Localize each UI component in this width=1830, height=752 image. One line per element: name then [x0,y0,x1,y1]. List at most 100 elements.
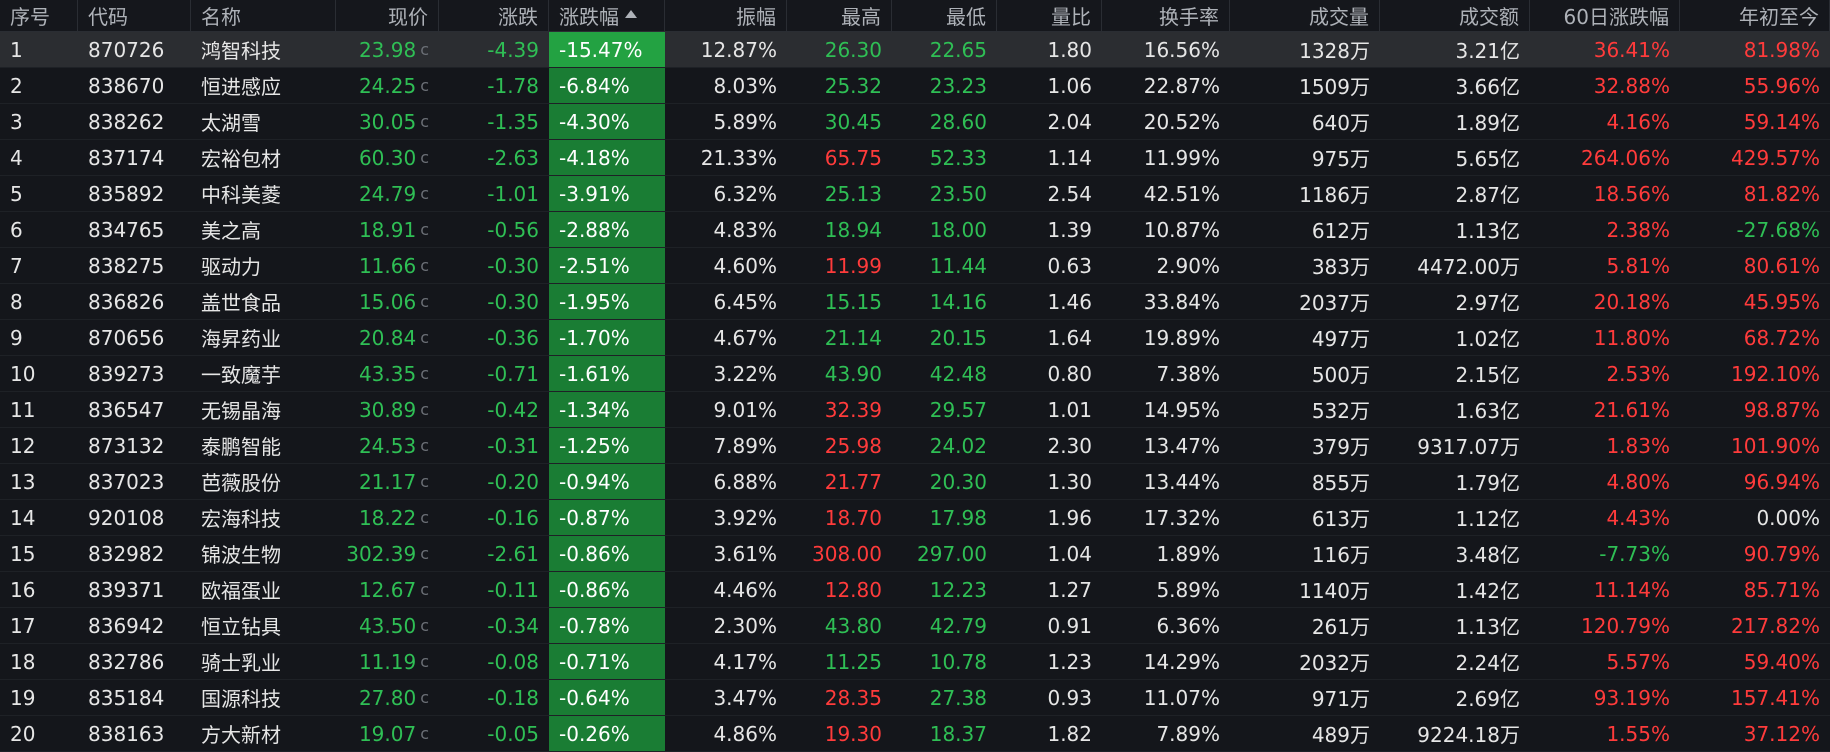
table-row[interactable]: 11 836547 无锡晶海 30.89 c -0.42 -1.34% 9.01% 32.39 2… [0,392,1830,428]
cell-idx: 15 [10,541,36,566]
cell-price: 12.67 c [336,572,439,607]
cell-vol: 500万 [1311,363,1370,387]
cell-vol: 532万 [1311,399,1370,423]
cell-high: 65.75 [824,145,882,170]
cell-price: 24.79 c [336,176,439,211]
table-row[interactable]: 17 836942 恒立钻具 43.50 c -0.34 -0.78% 2.30% 43.80 4… [0,608,1830,644]
column-header-vol[interactable]: 成交量 [1230,0,1380,31]
cell-pct: -0.86% [549,572,665,607]
cell-tr: 11.99% [1143,145,1220,170]
table-row[interactable]: 13 837023 芭薇股份 21.17 c -0.20 -0.94% 6.88% 21.77 2… [0,464,1830,500]
cell-pct: -4.18% [549,140,665,175]
table-row[interactable]: 12 873132 泰鹏智能 24.53 c -0.31 -1.25% 7.89% 25.98 2… [0,428,1830,464]
cell-price: 60.30 c [336,140,439,175]
table-row[interactable]: 14 920108 宏海科技 18.22 c -0.16 -0.87% 3.92% 18.70 1… [0,500,1830,536]
price-mark: c [420,508,429,527]
column-header-pct[interactable]: 涨跌幅 [549,0,665,31]
cell-d60: 32.88% [1593,73,1670,98]
price-mark: c [420,292,429,311]
column-header-ytd[interactable]: 年初至今 [1680,0,1830,31]
table-row[interactable]: 8 836826 盖世食品 15.06 c -0.30 -1.95% 6.45% 15.15 14… [0,284,1830,320]
cell-high: 12.80 [824,577,882,602]
column-header-low[interactable]: 最低 [892,0,997,31]
price-mark: c [420,328,429,347]
column-header-vr[interactable]: 量比 [997,0,1102,31]
cell-chg: -0.18 [487,685,539,710]
cell-high: 21.14 [824,325,882,350]
cell-chg: -1.35 [487,109,539,134]
cell-code: 837174 [88,145,165,170]
table-row[interactable]: 1 870726 鸿智科技 23.98 c -4.39 -15.47% 12.87% 26.30… [0,32,1830,68]
cell-high: 28.35 [824,685,882,710]
column-header-idx[interactable]: 序号 [0,0,78,31]
cell-tr: 2.90% [1156,253,1220,278]
cell-idx: 4 [10,145,23,170]
cell-vol: 1186万 [1299,183,1370,207]
column-header-tr[interactable]: 换手率 [1102,0,1230,31]
column-header-amp[interactable]: 振幅 [665,0,787,31]
table-row[interactable]: 4 837174 宏裕包材 60.30 c -2.63 -4.18% 21.33% 65.75 5… [0,140,1830,176]
cell-vol: 261万 [1311,615,1370,639]
cell-high: 43.80 [824,613,882,638]
price-mark: c [420,40,429,59]
cell-amp: 8.03% [713,73,777,98]
cell-chg: -2.61 [487,541,539,566]
sort-ascending-icon [625,9,637,18]
table-row[interactable]: 18 832786 骑士乳业 11.19 c -0.08 -0.71% 4.17% 11.25 1… [0,644,1830,680]
table-row[interactable]: 6 834765 美之高 18.91 c -0.56 -2.88% 4.83% 18.94 18.… [0,212,1830,248]
cell-amt: 2.87亿 [1455,183,1520,207]
table-row[interactable]: 2 838670 恒进感应 24.25 c -1.78 -6.84% 8.03% 25.32 23… [0,68,1830,104]
cell-low: 23.50 [929,181,987,206]
price-value: 302.39 [346,541,417,566]
column-header-high[interactable]: 最高 [787,0,892,31]
cell-chg: -0.20 [487,469,539,494]
cell-high: 32.39 [824,397,882,422]
cell-idx: 16 [10,577,36,602]
table-row[interactable]: 10 839273 一致魔芋 43.35 c -0.71 -1.61% 3.22% 43.90 4… [0,356,1830,392]
column-header-price[interactable]: 现价 [336,0,439,31]
table-row[interactable]: 5 835892 中科美菱 24.79 c -1.01 -3.91% 6.32% 25.13 23… [0,176,1830,212]
cell-chg: -0.05 [487,721,539,746]
table-row[interactable]: 19 835184 国源科技 27.80 c -0.18 -0.64% 3.47% 28.35 2… [0,680,1830,716]
cell-amt: 1.63亿 [1455,399,1520,423]
cell-chg: -2.63 [487,145,539,170]
price-mark: c [420,616,429,635]
cell-low: 22.65 [929,37,987,62]
cell-d60: 264.06% [1581,145,1670,170]
table-row[interactable]: 20 838163 方大新材 19.07 c -0.05 -0.26% 4.86% 19.30 1… [0,716,1830,752]
cell-pct: -0.86% [549,536,665,571]
cell-code: 873132 [88,433,165,458]
column-header-d60[interactable]: 60日涨跌幅 [1530,0,1680,31]
table-row[interactable]: 7 838275 驱动力 11.66 c -0.30 -2.51% 4.60% 11.99 11.… [0,248,1830,284]
cell-vol: 379万 [1311,435,1370,459]
cell-chg: -0.31 [487,433,539,458]
cell-d60: 4.16% [1606,109,1670,134]
column-header-code[interactable]: 代码 [78,0,191,31]
cell-amt: 5.65亿 [1455,147,1520,171]
cell-vol: 855万 [1311,471,1370,495]
cell-amt: 1.89亿 [1455,111,1520,135]
column-header-chg[interactable]: 涨跌 [439,0,549,31]
cell-name: 恒立钻具 [201,615,281,639]
column-header-name[interactable]: 名称 [191,0,336,31]
column-header-amt[interactable]: 成交额 [1380,0,1530,31]
table-row[interactable]: 3 838262 太湖雪 30.05 c -1.35 -4.30% 5.89% 30.45 28.… [0,104,1830,140]
cell-amp: 4.83% [713,217,777,242]
cell-tr: 16.56% [1143,37,1220,62]
cell-pct: -1.34% [549,392,665,427]
cell-amp: 6.32% [713,181,777,206]
table-row[interactable]: 15 832982 锦波生物 302.39 c -2.61 -0.86% 3.61% 308.0… [0,536,1830,572]
cell-pct: -0.87% [549,500,665,535]
cell-low: 20.30 [929,469,987,494]
cell-price: 23.98 c [336,32,439,67]
cell-idx: 9 [10,325,23,350]
cell-low: 42.48 [929,361,987,386]
cell-ytd: 157.41% [1731,685,1820,710]
cell-tr: 17.32% [1143,505,1220,530]
cell-d60: 18.56% [1593,181,1670,206]
cell-idx: 8 [10,289,23,314]
cell-amt: 2.97亿 [1455,291,1520,315]
cell-low: 11.44 [929,253,987,278]
table-row[interactable]: 16 839371 欧福蛋业 12.67 c -0.11 -0.86% 4.46% 12.80 1… [0,572,1830,608]
table-row[interactable]: 9 870656 海昇药业 20.84 c -0.36 -1.70% 4.67% 21.14 20… [0,320,1830,356]
